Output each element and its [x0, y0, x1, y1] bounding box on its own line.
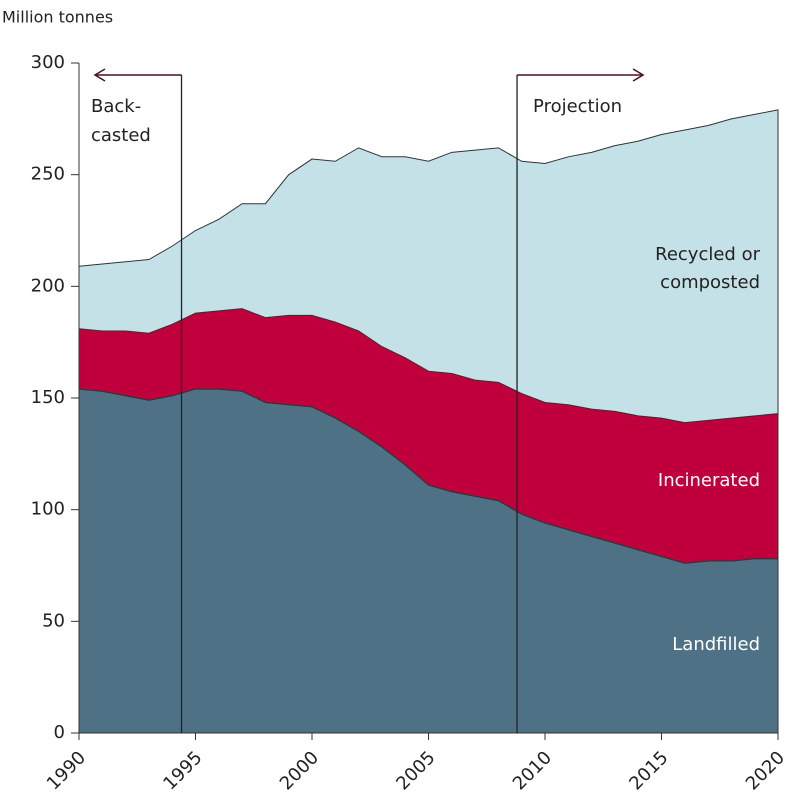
y-tick-label: 0	[54, 722, 65, 743]
y-tick-label: 300	[31, 52, 65, 73]
area	[78, 109, 779, 424]
series-label: Recycled or composted	[655, 244, 760, 293]
y-tick-label: 200	[31, 275, 65, 296]
annotation: Back-	[91, 96, 141, 117]
x-tick-label: 1995	[159, 747, 206, 794]
x-tick-label: 2010	[509, 747, 556, 794]
series-label: Landfilled	[672, 634, 760, 655]
arrow-head	[632, 68, 645, 82]
annotation: casted	[91, 125, 151, 146]
y-tick-label: 100	[31, 499, 65, 520]
y-tick-label: 150	[31, 387, 65, 408]
x-tick-label: 2000	[276, 747, 323, 794]
x-tick-label: 2015	[625, 747, 672, 794]
arrow-head	[93, 68, 106, 82]
x-tick-label: 1990	[43, 747, 90, 794]
annotation: Projection	[533, 96, 622, 117]
y-tick-label: 250	[31, 164, 65, 185]
y-tick-label: 50	[42, 610, 65, 631]
x-tick-label: 2005	[392, 747, 439, 794]
x-tick-label: 2020	[742, 747, 786, 794]
series-label: Incinerated	[657, 470, 760, 491]
y-axis-label: Million tonnes	[2, 8, 113, 27]
